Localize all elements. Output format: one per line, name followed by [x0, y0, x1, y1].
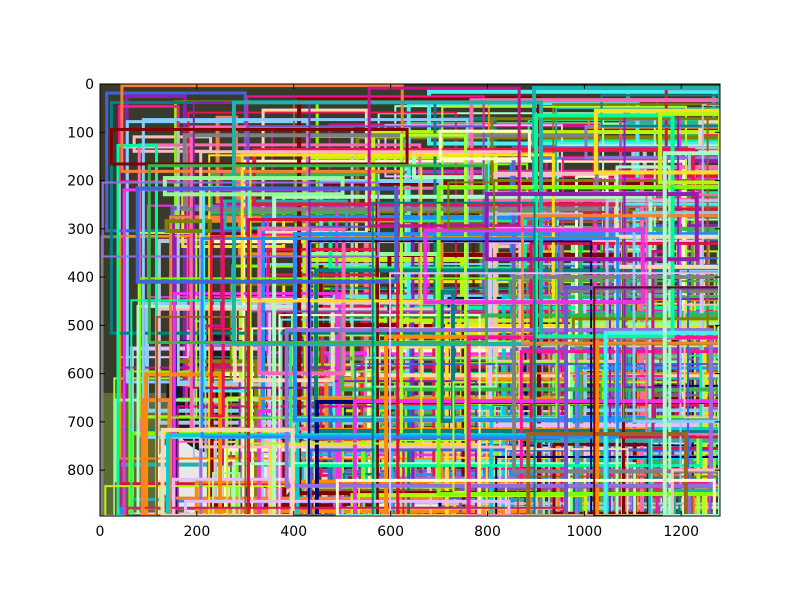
y-tick-label: 500 [67, 318, 94, 334]
bounding-box [439, 289, 456, 423]
bounding-box [436, 185, 720, 496]
y-tick-label: 200 [67, 174, 94, 190]
bounding-box [284, 328, 713, 488]
bounding-box [314, 268, 720, 433]
bounding-box [683, 303, 720, 419]
bounding-box [552, 442, 650, 515]
bounding-box [164, 219, 212, 234]
bounding-box [367, 86, 521, 228]
bounding-box [172, 292, 342, 516]
bounding-box [162, 176, 345, 197]
bounding-box [526, 432, 688, 516]
y-axis: 0 100 200 300 400 500 600 700 800 [67, 77, 720, 479]
bounding-box [212, 472, 241, 516]
plot-area [100, 84, 720, 516]
y-tick-label: 700 [67, 415, 94, 431]
bounding-box [365, 356, 498, 388]
y-tick-label: 100 [67, 125, 94, 141]
bounding-box [109, 127, 409, 166]
bounding-box [139, 277, 558, 419]
bounding-box [632, 211, 720, 423]
bounding-box [335, 478, 716, 516]
x-axis: 0 200 400 600 800 1000 1200 [96, 84, 699, 540]
bounding-box [484, 192, 699, 262]
bounding-box [371, 201, 536, 516]
bounding-boxes [100, 84, 720, 516]
bounding-box [402, 404, 720, 516]
bounding-box [447, 181, 496, 230]
x-tick-label: 1200 [663, 524, 699, 540]
x-tick-label: 0 [96, 524, 105, 540]
bounding-box [452, 381, 467, 493]
bounding-box [183, 499, 511, 516]
y-tick-label: 600 [67, 367, 94, 383]
bounding-box [352, 399, 720, 516]
bounding-box [658, 111, 720, 185]
bounding-box [662, 151, 720, 516]
y-tick-label: 0 [85, 77, 94, 93]
bounding-box [135, 186, 399, 284]
bounding-box [427, 89, 720, 146]
bounding-box [670, 468, 720, 516]
y-tick-label: 800 [67, 463, 94, 479]
x-tick-label: 1000 [567, 524, 603, 540]
y-tick-label: 400 [67, 270, 94, 286]
bounding-box [292, 232, 720, 423]
bounding-box [209, 235, 225, 418]
x-tick-label: 400 [280, 524, 307, 540]
bounding-box [307, 240, 593, 516]
x-tick-label: 800 [474, 524, 501, 540]
x-tick-label: 200 [184, 524, 211, 540]
x-tick-label: 600 [377, 524, 404, 540]
axes-frame [99, 83, 721, 517]
bounding-box [231, 100, 544, 346]
bounding-box [389, 272, 720, 516]
bounding-box [126, 506, 565, 516]
bounding-box [438, 129, 531, 161]
y-tick-label: 300 [67, 222, 94, 238]
